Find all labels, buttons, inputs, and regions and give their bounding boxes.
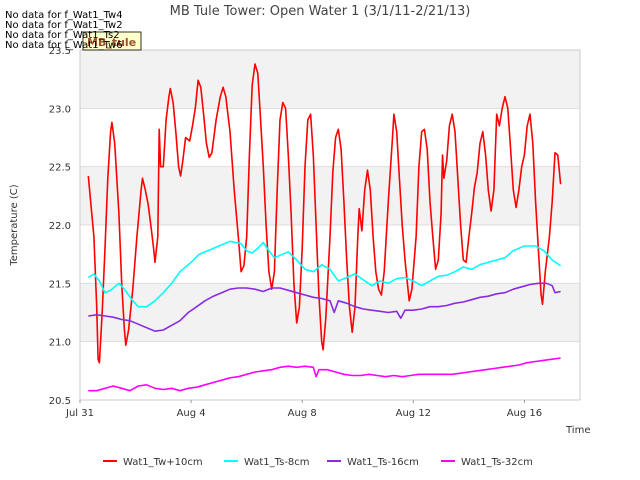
legend: Wat1_Tw+10cm Wat1_Ts-8cm Wat1_Ts-16cm Wat1_… — [103, 457, 533, 468]
mb-tule-badge: MB_tule — [82, 31, 142, 51]
series-line-2 — [87, 240, 562, 308]
x-tick-label: Aug 16 — [507, 408, 542, 419]
x-tick-label: Aug 4 — [177, 408, 206, 419]
plot-band — [80, 50, 580, 109]
x-tick-label: Aug 8 — [288, 408, 317, 419]
badge-box — [82, 31, 142, 51]
legend-label: Wat1_Ts-16cm — [347, 457, 419, 468]
y-tick-label: 20.5 — [49, 396, 71, 407]
y-tick-label: 23.5 — [49, 46, 71, 57]
y-tick-label: 21.5 — [49, 279, 71, 290]
y-axis: 20.5 21.0 21.5 22.0 22.5 23.0 23.5 — [49, 46, 71, 407]
legend-label: Wat1_Tw+10cm — [123, 457, 203, 468]
y-tick-label: 22.0 — [49, 221, 71, 232]
no-data-note: No data for f_Wat1_Tw6 — [5, 40, 123, 51]
x-tick-label: Aug 12 — [396, 408, 431, 419]
legend-label: Wat1_Ts-32cm — [461, 457, 533, 468]
y-tick-label: 22.5 — [49, 163, 71, 174]
chart-title: MB Tule Tower: Open Water 1 (3/1/11-2/21… — [170, 4, 471, 19]
no-data-note: No data for f_Wat1_Ts2 — [5, 30, 120, 41]
x-tick-label: Jul 31 — [65, 408, 94, 419]
y-axis-label: Temperature (C) — [9, 184, 20, 266]
x-axis: Jul 31 Aug 4 Aug 8 Aug 12 Aug 16 — [65, 400, 542, 419]
series-line-1 — [87, 63, 562, 364]
series-line-4 — [88, 357, 561, 392]
legend-label: Wat1_Ts-8cm — [244, 457, 310, 468]
series-layer — [87, 63, 562, 392]
no-data-notes: No data for f_Wat1_Tw4 No data for f_Wat… — [5, 10, 123, 51]
no-data-note: No data for f_Wat1_Tw2 — [5, 20, 123, 31]
plot-band — [80, 108, 580, 167]
badge-label: MB_tule — [87, 36, 136, 49]
plot-band — [80, 166, 580, 225]
series-line-3 — [88, 282, 561, 332]
y-tick-label: 23.0 — [49, 104, 71, 115]
plot-frame — [79, 49, 581, 401]
y-tick-label: 21.0 — [49, 338, 71, 349]
no-data-note: No data for f_Wat1_Tw4 — [5, 10, 123, 21]
x-axis-label: Time — [565, 425, 590, 436]
